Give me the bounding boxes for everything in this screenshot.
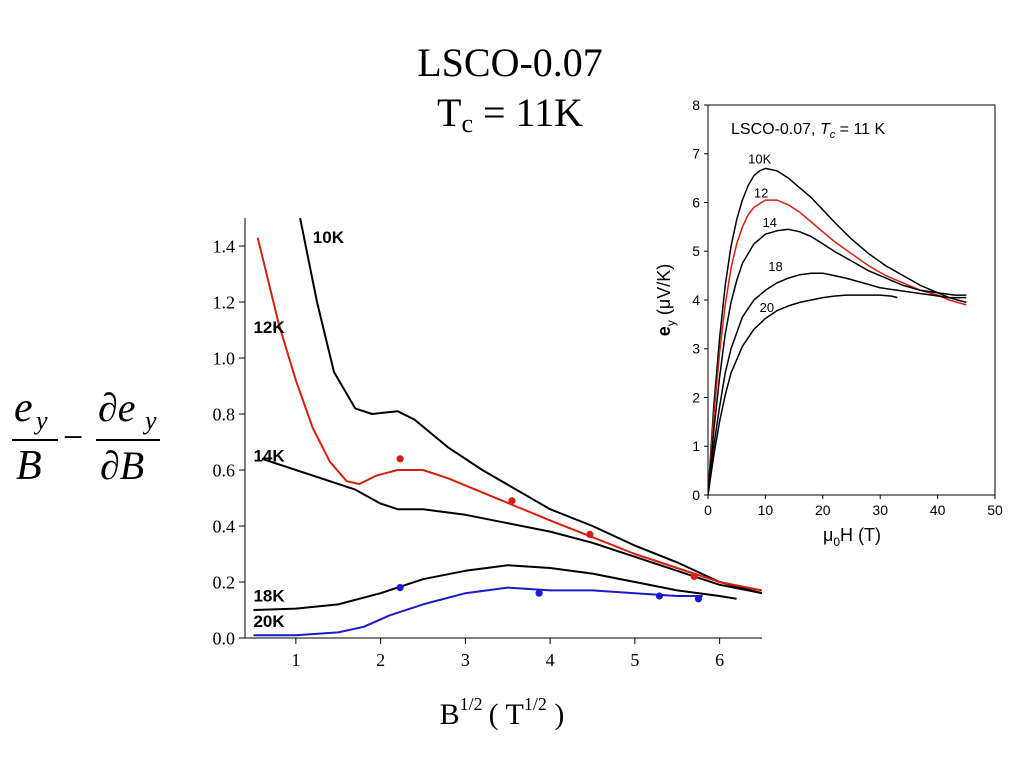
tc-subscript: c — [461, 109, 473, 138]
inset-y-tick-label: 7 — [692, 146, 700, 162]
main-y-tick-label: 0.2 — [213, 572, 236, 592]
main-y-tick-label: 0.8 — [213, 404, 236, 424]
series-main-10k — [299, 217, 762, 595]
series-main-18k — [253, 564, 737, 611]
formula-partial-e: ∂e — [98, 385, 136, 430]
series-label-main-10k: 10K — [313, 228, 345, 247]
tc-value: = 11K — [473, 90, 583, 135]
main-y-tick-label: 0.6 — [213, 460, 236, 480]
point-main-20k — [535, 589, 543, 597]
series-label-inset-14: 14 — [763, 215, 777, 230]
inset-y-tick-label: 5 — [692, 243, 700, 259]
inset-y-tick-label: 2 — [692, 389, 700, 405]
series-inset-20 — [708, 294, 898, 495]
main-x-tick-label: 2 — [376, 650, 385, 670]
main-series-labels: 10K 12K 14K 18K 20K — [253, 228, 344, 631]
inset-x-tick-label: 30 — [872, 502, 888, 518]
formula-sub-y-1: y — [33, 406, 48, 435]
main-x-tick-label: 4 — [546, 650, 555, 670]
series-label-inset-18: 18 — [768, 259, 782, 274]
inset-x-tick-label: 0 — [704, 502, 712, 518]
main-x-tick-label: 1 — [291, 650, 300, 670]
point-main-12k — [690, 572, 698, 581]
series-label-main-14k: 14K — [253, 447, 285, 466]
point-main-12k — [508, 497, 516, 505]
main-x-tick-label: 3 — [461, 650, 470, 670]
series-label-inset-12: 12 — [754, 186, 768, 201]
inset-x-axis-label: μ0H (T) — [823, 525, 881, 549]
series-inset-10k — [708, 167, 967, 495]
title-line-1: LSCO-0.07 — [417, 40, 603, 85]
title-line-2: Tc = 11K — [330, 88, 690, 149]
inset-series — [708, 167, 967, 495]
inset-y-tick-label: 4 — [692, 292, 700, 308]
series-inset-12 — [708, 199, 967, 495]
formula-sub-y-2: y — [142, 406, 157, 435]
series-main-20k — [253, 586, 703, 637]
main-y-tick-label: 0.0 — [213, 628, 236, 648]
series-label-main-18k: 18K — [253, 587, 285, 606]
inset-x-tick-label: 50 — [987, 502, 1003, 518]
series-inset-14 — [708, 228, 967, 495]
main-axes: 1 2 3 4 5 6 0.0 0.2 0.4 0.6 0.8 1.0 1.2 1.4 — [213, 218, 762, 670]
point-main-12k — [396, 455, 404, 463]
formula-ey-1: e — [14, 385, 33, 431]
series-label-main-20k: 20K — [253, 612, 285, 631]
formula-b-1: B — [16, 443, 42, 489]
series-label-main-12k: 12K — [253, 318, 285, 337]
tc-symbol: T — [437, 90, 462, 135]
inset-x-tick-label: 20 — [815, 502, 831, 518]
series-inset-18 — [708, 272, 967, 495]
page-title: LSCO-0.07 Tc = 11K — [330, 38, 690, 149]
main-series — [253, 217, 762, 637]
point-main-12k — [586, 530, 594, 539]
main-x-axis-label: B1/2( T1/2 ) — [440, 694, 565, 731]
main-x-tick-label: 6 — [715, 650, 724, 670]
main-y-axis-formula: e y B − ∂e y ∂B — [12, 385, 160, 489]
main-y-tick-label: 1.0 — [213, 348, 236, 368]
series-main-14k — [261, 457, 762, 595]
main-y-tick-label: 1.4 — [213, 236, 236, 256]
point-main-20k — [694, 595, 703, 603]
series-label-inset-20: 20 — [760, 300, 774, 315]
series-main-12k — [256, 237, 762, 592]
inset-title: LSCO-0.07, Tc = 11 K — [731, 121, 886, 141]
inset-y-axis-label: ey (μV/K) — [654, 264, 678, 336]
inset-y-tick-label: 3 — [692, 341, 700, 357]
main-y-tick-label: 1.2 — [213, 292, 236, 312]
inset-y-tick-label: 1 — [692, 438, 700, 454]
inset-y-tick-label: 0 — [692, 487, 700, 503]
inset-x-tick-label: 40 — [930, 502, 946, 518]
formula-minus: − — [63, 417, 83, 457]
series-label-inset-10k: 10K — [748, 152, 771, 167]
inset-x-tick-label: 10 — [758, 502, 774, 518]
main-x-tick-label: 5 — [630, 650, 639, 670]
inset-y-tick-label: 6 — [692, 194, 700, 210]
inset-series-labels: 10K 12 14 18 20 — [748, 152, 783, 316]
point-main-20k — [396, 584, 404, 592]
point-main-20k — [655, 592, 664, 600]
inset-y-tick-label: 8 — [692, 97, 700, 113]
formula-partial-b: ∂B — [100, 443, 144, 488]
main-y-tick-label: 0.4 — [213, 516, 236, 536]
